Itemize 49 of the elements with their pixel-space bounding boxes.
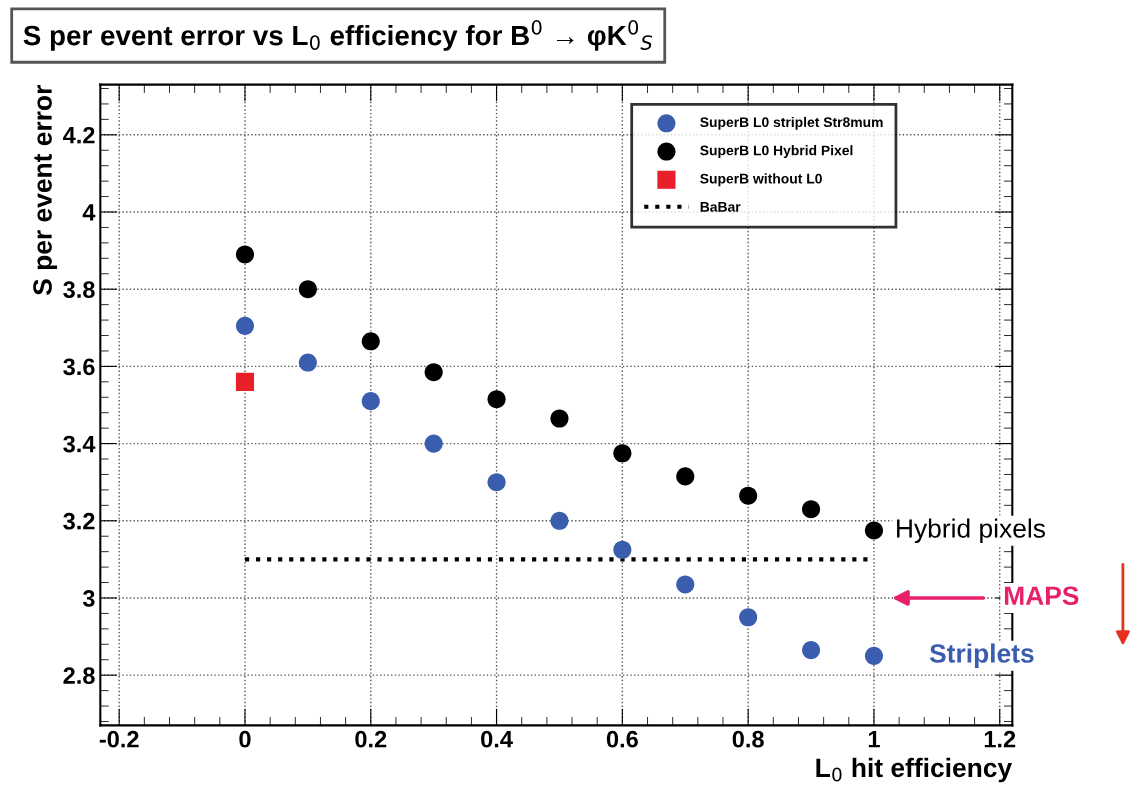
y-tick-label: 4 [82,204,96,221]
x-tick-label: 0 [239,730,251,748]
x-tick-label: 1 [868,731,880,748]
point [235,316,255,335]
point [361,392,380,411]
point [487,390,506,409]
y-tick-label: 3 [82,590,95,607]
x-tick-label: 1.2 [984,730,1016,748]
legend-label: BaBar [700,202,741,212]
point [802,641,821,660]
x-tick-label: 0.6 [606,730,638,748]
legend-label: SuperB L0 Hybrid Pixel [700,145,853,159]
point [424,434,443,453]
point [676,467,695,486]
chart-title: S per event error vs L$_{0}$ efficiency for B$^{0}$ → φK$^{0}$$_{S}$ [23,20,653,51]
point [864,521,883,540]
y-tick-label: 3.2 [63,512,95,530]
legend-label: SuperB without L0 [700,173,822,187]
x-tick-label: 0.8 [732,730,764,748]
y-tick-label: 2.8 [63,667,95,684]
x-tick-label: -0.2 [99,730,139,748]
x-axis-title: L$_{0}$ hit efficiency [816,757,1013,783]
point [739,608,758,627]
y-tick-label: 3.4 [63,435,96,453]
point [550,409,569,428]
point [298,353,317,372]
y-tick-label: 3.6 [63,358,95,376]
point [802,500,821,519]
point [235,372,255,391]
point [298,280,317,299]
x-tick-label: 0.4 [481,730,513,748]
y-axis-title: S per event error [33,85,58,296]
point [864,646,883,665]
point [361,332,380,351]
point [739,486,758,505]
point [235,245,255,264]
point [613,444,632,463]
annotation: Hybrid pixels [897,518,1045,544]
legend-label: SuperB L0 striplet Str8mum [700,116,883,130]
annotation: MAPS [1004,586,1079,606]
x-tick-label: 0.2 [355,730,387,748]
point [613,540,632,559]
point [676,575,695,594]
y-tick-label: 3.8 [63,281,95,299]
point [487,473,506,492]
annotation: Striplets [929,643,1034,669]
point [424,363,443,382]
y-tick-label: 4.2 [63,126,95,144]
point [550,511,569,530]
